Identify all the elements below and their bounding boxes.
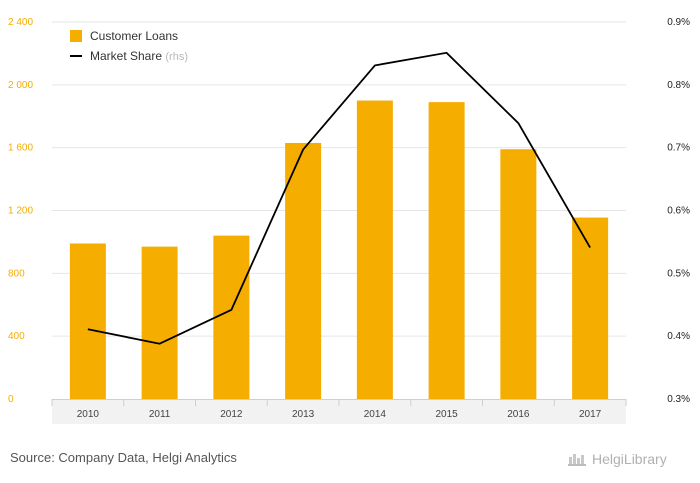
bar	[285, 142, 322, 399]
bar	[572, 217, 609, 399]
y-right-tick-label: 0.4%	[667, 331, 690, 342]
building-icon	[568, 454, 586, 466]
legend-label-loans: Customer Loans	[90, 29, 178, 43]
brand-name: HelgiLibrary	[592, 451, 667, 467]
x-tick-label: 2013	[292, 409, 315, 420]
y-left-tick-label: 2 000	[8, 80, 33, 91]
y-left-tick-label: 800	[8, 268, 25, 279]
y-left-tick-label: 1 600	[8, 143, 33, 154]
y-left-tick-label: 2 400	[8, 17, 33, 28]
brand-logo: HelgiLibrary	[568, 451, 667, 467]
x-tick-label: 2011	[149, 409, 171, 420]
y-right-tick-label: 0.6%	[667, 206, 690, 217]
legend-rhs-note: (rhs)	[165, 51, 188, 63]
y-right-tick-label: 0.3%	[667, 394, 690, 405]
bar	[428, 102, 465, 400]
bar	[141, 246, 178, 399]
market-share-line	[87, 51, 591, 345]
y-left-tick-label: 400	[8, 331, 25, 342]
legend-swatch-loans	[70, 30, 82, 42]
legend-label-share: Market Share (rhs)	[90, 49, 188, 63]
y-right-tick-label: 0.5%	[667, 268, 690, 279]
x-tick-label: 2015	[436, 409, 459, 420]
bar	[213, 235, 250, 399]
bar	[356, 100, 393, 400]
chart: 2010 2011 2012 2013 2014 2015 2016 2017 0 400 800 1…	[8, 17, 690, 424]
y-right-tick-label: 0.7%	[667, 143, 690, 154]
x-tick-label: 2014	[364, 409, 387, 420]
y-right-tick-label: 0.9%	[667, 17, 690, 28]
x-tick-label: 2010	[77, 409, 100, 420]
source-note: Source: Company Data, Helgi Analytics	[10, 450, 237, 465]
y-right-tick-label: 0.8%	[667, 80, 690, 91]
x-tick-label: 2017	[579, 409, 602, 420]
bar	[500, 149, 537, 399]
bar	[69, 243, 106, 399]
y-left-tick-label: 1 200	[8, 206, 33, 217]
y-left-tick-label: 0	[8, 394, 14, 405]
x-tick-label: 2016	[507, 409, 530, 420]
x-tick-label: 2012	[220, 409, 243, 420]
